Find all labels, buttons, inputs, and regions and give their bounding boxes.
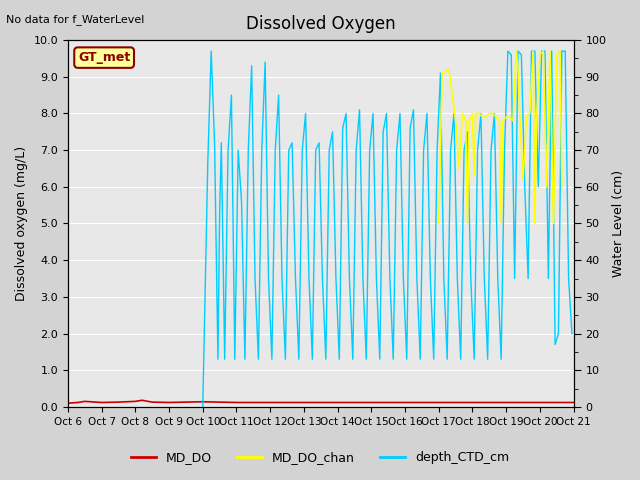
Text: No data for f_WaterLevel: No data for f_WaterLevel — [6, 14, 145, 25]
Legend: MD_DO, MD_DO_chan, depth_CTD_cm: MD_DO, MD_DO_chan, depth_CTD_cm — [126, 446, 514, 469]
Title: Dissolved Oxygen: Dissolved Oxygen — [246, 15, 396, 33]
Text: GT_met: GT_met — [78, 51, 131, 64]
Y-axis label: Dissolved oxygen (mg/L): Dissolved oxygen (mg/L) — [15, 146, 28, 301]
Y-axis label: Water Level (cm): Water Level (cm) — [612, 170, 625, 277]
